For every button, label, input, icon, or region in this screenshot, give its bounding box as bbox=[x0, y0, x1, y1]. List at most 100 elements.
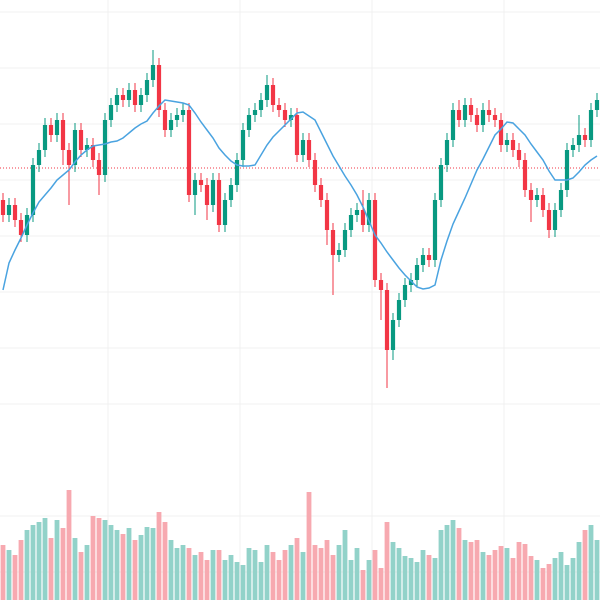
candle-body bbox=[534, 195, 540, 200]
candle-body bbox=[6, 205, 12, 215]
volume-bar bbox=[510, 558, 516, 600]
volume-bar bbox=[270, 552, 276, 600]
volume-bar bbox=[192, 555, 198, 600]
candle-body bbox=[204, 185, 210, 205]
candle-body bbox=[498, 120, 504, 145]
volume-bar bbox=[126, 528, 132, 600]
volume-bar bbox=[162, 522, 168, 600]
volume-bar bbox=[222, 560, 228, 600]
volume-bar bbox=[330, 555, 336, 600]
candle-body bbox=[480, 110, 486, 125]
candle-body bbox=[420, 255, 426, 265]
candle-body bbox=[414, 265, 420, 280]
candle-body bbox=[264, 85, 270, 100]
volume-bar bbox=[312, 545, 318, 600]
candle-body bbox=[144, 80, 150, 95]
candle-body bbox=[372, 200, 378, 280]
candle-body bbox=[330, 230, 336, 255]
candle-body bbox=[462, 105, 468, 120]
volume-bar bbox=[288, 545, 294, 600]
candle-body bbox=[96, 160, 102, 175]
volume-bar bbox=[78, 552, 84, 600]
volume-bar bbox=[246, 548, 252, 600]
candle-body bbox=[342, 230, 348, 250]
candle-body bbox=[54, 120, 60, 135]
candle-body bbox=[18, 220, 24, 235]
candle-body bbox=[252, 110, 258, 115]
volume-bar bbox=[318, 548, 324, 600]
volume-bar bbox=[528, 556, 534, 600]
candle-body bbox=[114, 95, 120, 105]
candle-body bbox=[582, 135, 588, 140]
volume-bar bbox=[294, 538, 300, 600]
candle-body bbox=[240, 130, 246, 160]
moving-average bbox=[2, 99, 598, 291]
volume-bar bbox=[324, 540, 330, 600]
candle-body bbox=[402, 285, 408, 300]
volume-bar bbox=[120, 534, 126, 600]
volume-bar bbox=[522, 544, 528, 600]
candle-body bbox=[216, 180, 222, 225]
candle-body bbox=[408, 280, 414, 285]
volume-bar bbox=[516, 542, 522, 600]
volume-bar bbox=[462, 540, 468, 600]
volume-bar bbox=[180, 545, 186, 600]
candle-body bbox=[366, 200, 372, 225]
volume-bar bbox=[408, 558, 414, 600]
volume-bar bbox=[426, 555, 432, 600]
volume-bar bbox=[144, 527, 150, 600]
volume-bar bbox=[0, 545, 6, 600]
candle-body bbox=[186, 110, 192, 195]
volume-bar bbox=[468, 542, 474, 600]
candle-body bbox=[120, 95, 126, 100]
candle-body bbox=[84, 145, 90, 150]
candle-body bbox=[504, 140, 510, 145]
candle-body bbox=[474, 115, 480, 125]
candle-body bbox=[288, 115, 294, 120]
candle-body bbox=[234, 160, 240, 185]
volume-bar bbox=[276, 560, 282, 600]
candle-body bbox=[324, 200, 330, 230]
volume-bar bbox=[372, 550, 378, 600]
volume-bar bbox=[540, 568, 546, 600]
volume-bar bbox=[498, 546, 504, 600]
candle-body bbox=[42, 125, 48, 150]
volume-bar bbox=[156, 512, 162, 600]
candle-body bbox=[558, 190, 564, 210]
candle-body bbox=[138, 95, 144, 105]
volume-bar bbox=[114, 530, 120, 600]
volume-bar bbox=[486, 555, 492, 600]
volume-bar bbox=[594, 540, 600, 600]
candle-body bbox=[444, 140, 450, 165]
candle-body bbox=[228, 185, 234, 200]
candle-body bbox=[78, 130, 84, 150]
volume-bar bbox=[384, 522, 390, 600]
volume-bar bbox=[6, 550, 12, 600]
candle-body bbox=[168, 120, 174, 130]
volume-bar bbox=[504, 548, 510, 600]
candle-body bbox=[30, 165, 36, 215]
candle-body bbox=[564, 150, 570, 190]
candle-body bbox=[156, 65, 162, 110]
volume-bar bbox=[108, 525, 114, 600]
candle-body bbox=[486, 110, 492, 115]
volume-bar bbox=[480, 552, 486, 600]
volume-bar bbox=[342, 530, 348, 600]
volume-bar bbox=[450, 520, 456, 600]
volume-bar bbox=[210, 550, 216, 600]
volume-bar bbox=[204, 560, 210, 600]
volume-bar bbox=[42, 518, 48, 600]
candle-body bbox=[72, 130, 78, 165]
volume-bar bbox=[174, 548, 180, 600]
volume-bar bbox=[90, 516, 96, 600]
candle-body bbox=[570, 145, 576, 150]
volume-bar bbox=[588, 525, 594, 600]
candle-body bbox=[528, 190, 534, 200]
candle-body bbox=[162, 110, 168, 130]
volume-bar bbox=[234, 562, 240, 600]
candle-body bbox=[426, 255, 432, 260]
candle-body bbox=[516, 150, 522, 160]
volume-bar bbox=[546, 564, 552, 600]
volume-bar bbox=[30, 525, 36, 600]
